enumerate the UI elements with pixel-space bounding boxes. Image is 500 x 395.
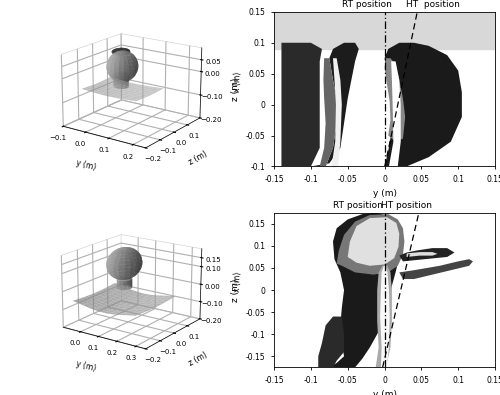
Polygon shape	[282, 43, 322, 166]
Polygon shape	[336, 214, 404, 275]
Polygon shape	[400, 259, 473, 279]
Text: RT position: RT position	[342, 0, 392, 9]
Polygon shape	[400, 248, 454, 261]
Y-axis label: z (m): z (m)	[232, 77, 240, 101]
Polygon shape	[314, 58, 336, 166]
Polygon shape	[331, 58, 342, 166]
Y-axis label: z (m): z (m)	[232, 278, 240, 302]
Polygon shape	[380, 266, 390, 367]
Y-axis label: z (m): z (m)	[187, 350, 208, 367]
X-axis label: y (m): y (m)	[75, 359, 97, 373]
X-axis label: y (m): y (m)	[372, 189, 396, 198]
Y-axis label: z (m): z (m)	[187, 149, 208, 167]
Polygon shape	[376, 266, 392, 367]
X-axis label: y (m): y (m)	[372, 390, 396, 395]
Polygon shape	[318, 316, 344, 367]
Text: HT position: HT position	[381, 201, 432, 210]
Polygon shape	[282, 43, 359, 166]
Polygon shape	[406, 252, 438, 257]
X-axis label: y (m): y (m)	[75, 159, 97, 173]
Polygon shape	[384, 58, 405, 142]
Text: RT position: RT position	[333, 201, 383, 210]
Polygon shape	[389, 61, 400, 166]
Polygon shape	[384, 43, 462, 166]
Polygon shape	[348, 217, 400, 266]
Text: HT  position: HT position	[406, 0, 460, 9]
Polygon shape	[330, 213, 403, 367]
